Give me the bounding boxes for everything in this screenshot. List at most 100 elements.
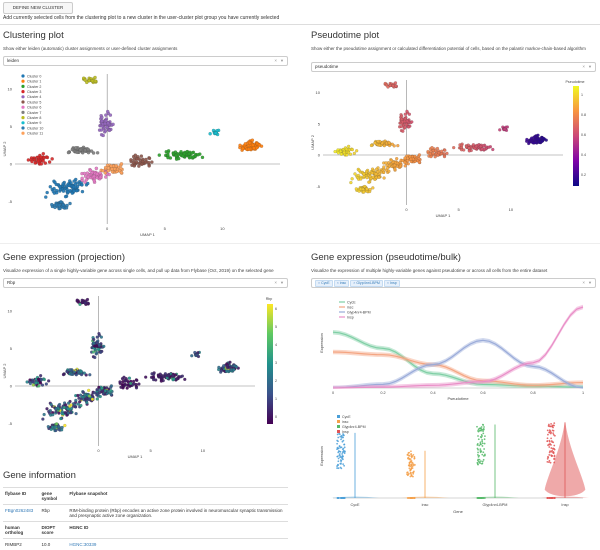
- cell-point[interactable]: [57, 412, 60, 415]
- violin-plot[interactable]: CycECycEinscinscGlyp4nr4-BPMGlyp4nr4-BPM…: [311, 408, 598, 526]
- cell-point[interactable]: [69, 411, 72, 414]
- cell-point[interactable]: [41, 418, 44, 421]
- cell-point[interactable]: [96, 341, 99, 344]
- cell-point[interactable]: [353, 152, 356, 155]
- cell-point[interactable]: [104, 175, 107, 178]
- define-new-cluster-button[interactable]: DEFINE NEW CLUSTER: [3, 2, 73, 14]
- cell-point[interactable]: [409, 158, 412, 161]
- cell-point[interactable]: [528, 141, 531, 144]
- cell-point[interactable]: [64, 411, 67, 414]
- cell-point[interactable]: [362, 191, 365, 194]
- cell-point[interactable]: [118, 380, 121, 383]
- series-line[interactable]: [333, 332, 583, 387]
- cell-point[interactable]: [75, 189, 78, 192]
- cell-point[interactable]: [78, 400, 81, 403]
- cell-point[interactable]: [67, 402, 70, 405]
- cell-point[interactable]: [86, 302, 89, 305]
- cell-point[interactable]: [58, 204, 61, 207]
- cell-point[interactable]: [144, 158, 147, 161]
- clear-icon[interactable]: ×: [582, 63, 585, 71]
- cell-point[interactable]: [37, 384, 40, 387]
- cell-point[interactable]: [525, 138, 528, 141]
- cell-point[interactable]: [93, 179, 96, 182]
- cell-point[interactable]: [57, 425, 60, 428]
- cell-point[interactable]: [222, 364, 225, 367]
- cell-point[interactable]: [79, 394, 82, 397]
- cell-point[interactable]: [359, 188, 362, 191]
- chevron-down-icon[interactable]: ▼: [588, 279, 592, 287]
- cell-point[interactable]: [106, 122, 109, 125]
- cell-point[interactable]: [110, 167, 113, 170]
- cell-point[interactable]: [82, 391, 85, 394]
- cell-point[interactable]: [32, 384, 35, 387]
- cell-point[interactable]: [190, 354, 193, 357]
- cell-point[interactable]: [62, 373, 65, 376]
- cell-point[interactable]: [89, 169, 92, 172]
- cell-point[interactable]: [100, 116, 103, 119]
- cell-point[interactable]: [482, 144, 485, 147]
- cell-point[interactable]: [122, 376, 125, 379]
- cell-point[interactable]: [418, 153, 421, 156]
- cell-point[interactable]: [129, 382, 132, 385]
- cell-point[interactable]: [251, 139, 254, 142]
- cell-point[interactable]: [45, 382, 48, 385]
- gene-select[interactable]: Rbp ×▼: [3, 278, 288, 288]
- cell-point[interactable]: [85, 178, 88, 181]
- cell-point[interactable]: [468, 149, 471, 152]
- cell-point[interactable]: [72, 185, 75, 188]
- cell-point[interactable]: [47, 425, 50, 428]
- cell-point[interactable]: [430, 146, 433, 149]
- cell-point[interactable]: [371, 171, 374, 174]
- cell-point[interactable]: [134, 154, 137, 157]
- gene-chip[interactable]: ×insc: [334, 280, 350, 287]
- cell-point[interactable]: [460, 148, 463, 151]
- cell-point[interactable]: [99, 176, 102, 179]
- cell-point[interactable]: [43, 378, 46, 381]
- cell-point[interactable]: [403, 126, 406, 129]
- cell-point[interactable]: [42, 152, 45, 155]
- clear-icon[interactable]: ×: [582, 279, 585, 287]
- cell-point[interactable]: [51, 157, 54, 160]
- cell-point[interactable]: [95, 344, 98, 347]
- cell-point[interactable]: [396, 144, 399, 147]
- cell-point[interactable]: [80, 397, 83, 400]
- cell-point[interactable]: [40, 378, 43, 381]
- cell-point[interactable]: [355, 149, 358, 152]
- cell-point[interactable]: [137, 165, 140, 168]
- cell-point[interactable]: [152, 378, 155, 381]
- gene-chip[interactable]: ×CycE: [315, 280, 333, 287]
- gene-chip[interactable]: ×Glyp4nr4-BPM: [350, 280, 383, 287]
- cell-point[interactable]: [400, 125, 403, 128]
- cell-point[interactable]: [69, 189, 72, 192]
- cell-point[interactable]: [533, 141, 536, 144]
- clear-icon[interactable]: ×: [274, 57, 277, 65]
- cell-point[interactable]: [98, 344, 101, 347]
- cell-point[interactable]: [386, 167, 389, 170]
- cell-point[interactable]: [443, 155, 446, 158]
- cell-point[interactable]: [369, 188, 372, 191]
- cell-point[interactable]: [530, 137, 533, 140]
- cell-point[interactable]: [93, 356, 96, 359]
- cell-point[interactable]: [132, 380, 135, 383]
- cell-point[interactable]: [241, 147, 244, 150]
- cell-point[interactable]: [92, 338, 95, 341]
- cell-point[interactable]: [74, 146, 77, 149]
- cell-point[interactable]: [401, 159, 404, 162]
- clustering-select[interactable]: leiden ×▼: [3, 56, 288, 66]
- cell-point[interactable]: [27, 158, 30, 161]
- cell-point[interactable]: [74, 399, 77, 402]
- cell-point[interactable]: [80, 373, 83, 376]
- cell-point[interactable]: [97, 332, 100, 335]
- cell-point[interactable]: [401, 130, 404, 133]
- cell-point[interactable]: [96, 398, 99, 401]
- cell-point[interactable]: [87, 175, 90, 178]
- cell-point[interactable]: [343, 151, 346, 154]
- cell-point[interactable]: [443, 149, 446, 152]
- cell-point[interactable]: [183, 152, 186, 155]
- cell-point[interactable]: [85, 401, 88, 404]
- cell-point[interactable]: [166, 156, 169, 159]
- cell-point[interactable]: [115, 164, 118, 167]
- cell-point[interactable]: [403, 120, 406, 123]
- cell-point[interactable]: [59, 417, 62, 420]
